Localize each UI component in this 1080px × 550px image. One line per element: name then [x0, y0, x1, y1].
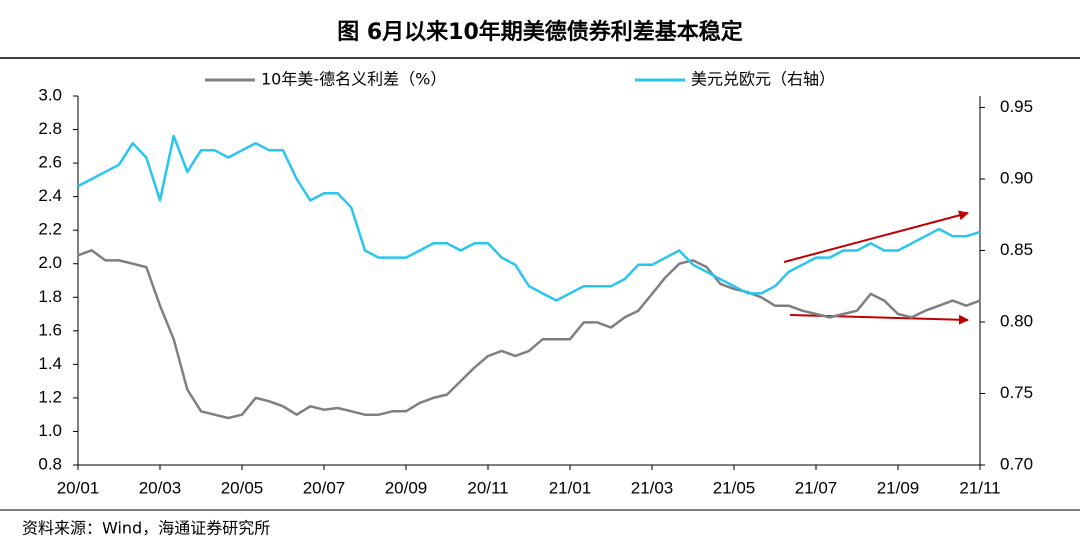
x-tick-label: 21/09	[877, 478, 920, 497]
y2-tick-label: 0.85	[1000, 240, 1033, 259]
x-tick-label: 21/11	[959, 478, 1000, 497]
x-tick-label: 21/05	[713, 478, 756, 497]
y-tick-label: 3.0	[38, 85, 62, 104]
y-tick-label: 1.2	[38, 387, 62, 406]
y2-tick-label: 0.95	[1000, 97, 1033, 116]
y-tick-label: 2.8	[38, 119, 62, 138]
chart-title: 图 6月以来10年期美德债券利差基本稳定	[337, 19, 743, 45]
y2-tick-label: 0.70	[1000, 454, 1033, 473]
x-tick-label: 21/03	[631, 478, 674, 497]
y-tick-label: 1.6	[38, 320, 62, 339]
legend-label: 10年美-德名义利差（%）	[261, 70, 446, 89]
x-tick-label: 20/01	[57, 478, 100, 497]
legend-label: 美元兑欧元（右轴）	[691, 70, 835, 89]
y-tick-label: 2.6	[38, 153, 62, 172]
x-tick-label: 21/07	[795, 478, 838, 497]
y2-tick-label: 0.90	[1000, 168, 1033, 187]
series-line	[77, 249, 981, 420]
y-tick-label: 2.0	[38, 253, 62, 272]
x-tick-label: 21/01	[549, 478, 592, 497]
y-tick-label: 1.8	[38, 287, 62, 306]
series-line	[77, 134, 981, 302]
trend-arrow	[783, 210, 969, 263]
trend-arrow	[789, 314, 969, 325]
y2-tick-label: 0.75	[1000, 383, 1033, 402]
source: 资料来源：Wind，海通证券研究所	[22, 519, 270, 538]
y-tick-label: 1.0	[38, 421, 62, 440]
y-tick-label: 2.2	[38, 220, 62, 239]
y-tick-label: 2.4	[38, 186, 62, 205]
y-tick-label: 0.8	[38, 454, 62, 473]
x-tick-label: 20/11	[467, 478, 508, 497]
x-tick-label: 20/09	[385, 478, 428, 497]
y2-tick-label: 0.80	[1000, 311, 1033, 330]
y-tick-label: 1.4	[38, 354, 62, 373]
x-tick-label: 20/05	[221, 478, 264, 497]
x-tick-label: 20/07	[303, 478, 346, 497]
x-tick-label: 20/03	[139, 478, 182, 497]
